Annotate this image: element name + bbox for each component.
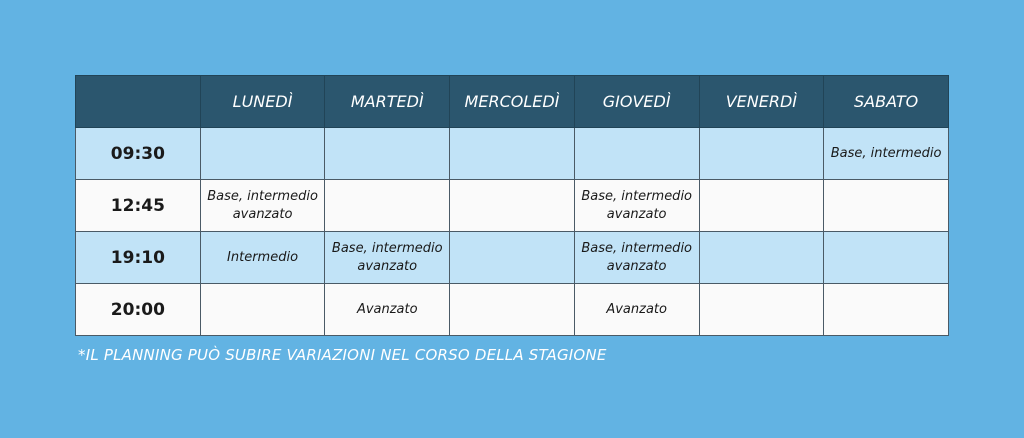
class-cell <box>823 179 949 232</box>
class-cell <box>324 127 451 180</box>
class-cell <box>698 127 825 180</box>
class-cell <box>823 231 949 284</box>
class-cell: Avanzato <box>573 283 700 336</box>
class-cell <box>324 179 451 232</box>
class-cell <box>199 127 326 180</box>
header-row: LUNEDÌ MARTEDÌ MERCOLEDÌ GIOVEDÌ VENERDÌ SABA… <box>75 75 949 128</box>
class-cell: Base, intermedio avanzato <box>199 179 326 232</box>
day-header: LUNEDÌ <box>199 75 326 128</box>
header-corner <box>75 75 201 128</box>
class-cell <box>449 179 575 232</box>
time-cell: 09:30 <box>75 127 201 180</box>
class-cell <box>698 231 825 284</box>
class-cell <box>823 283 949 336</box>
class-cell <box>449 231 575 284</box>
day-header: VENERDÌ <box>698 75 825 128</box>
class-cell: Base, intermedio avanzato <box>324 231 451 284</box>
day-header: SABATO <box>823 75 949 128</box>
class-cell <box>698 283 825 336</box>
table-row: 09:30 Base, intermedio <box>75 127 949 180</box>
class-cell <box>199 283 326 336</box>
footnote: *IL PLANNING PUÒ SUBIRE VARIAZIONI NEL C… <box>78 346 607 364</box>
table-row: 20:00 Avanzato Avanzato <box>75 283 949 336</box>
time-cell: 12:45 <box>75 179 201 232</box>
day-header: MERCOLEDÌ <box>449 75 575 128</box>
day-header: MARTEDÌ <box>324 75 451 128</box>
table-row: 19:10 Intermedio Base, intermedio avanzato… <box>75 231 949 284</box>
class-cell: Intermedio <box>199 231 326 284</box>
day-header: GIOVEDÌ <box>573 75 700 128</box>
time-cell: 20:00 <box>75 283 201 336</box>
class-cell <box>573 127 700 180</box>
class-cell: Base, intermedio <box>823 127 949 180</box>
class-cell: Avanzato <box>324 283 451 336</box>
class-cell: Base, intermedio avanzato <box>573 231 700 284</box>
time-cell: 19:10 <box>75 231 201 284</box>
class-cell <box>449 283 575 336</box>
schedule-table: LUNEDÌ MARTEDÌ MERCOLEDÌ GIOVEDÌ VENERDÌ SABA… <box>75 75 949 336</box>
class-cell <box>449 127 575 180</box>
table-row: 12:45 Base, intermedio avanzato Base, inte… <box>75 179 949 232</box>
class-cell: Base, intermedio avanzato <box>573 179 700 232</box>
class-cell <box>698 179 825 232</box>
